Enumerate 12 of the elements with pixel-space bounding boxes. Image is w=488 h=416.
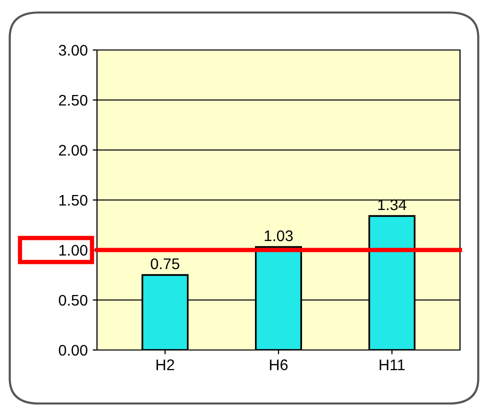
data-label: 1.03: [264, 230, 293, 242]
y-tick-label: 1.50: [59, 194, 88, 206]
y-tick-label: 2.50: [59, 94, 88, 106]
x-tick-label: H6: [270, 359, 288, 370]
x-tick-label: H11: [380, 360, 405, 370]
y-tick-label: 0.50: [58, 294, 88, 306]
x-tick-label: H2: [156, 359, 174, 370]
data-label: 0.75: [150, 258, 180, 270]
y-tick-label: 3.00: [58, 44, 88, 56]
y-tick-label: 1.00: [59, 244, 88, 256]
y-tick-label: 0.00: [58, 344, 88, 356]
y-tick-label: 2.00: [59, 144, 88, 156]
